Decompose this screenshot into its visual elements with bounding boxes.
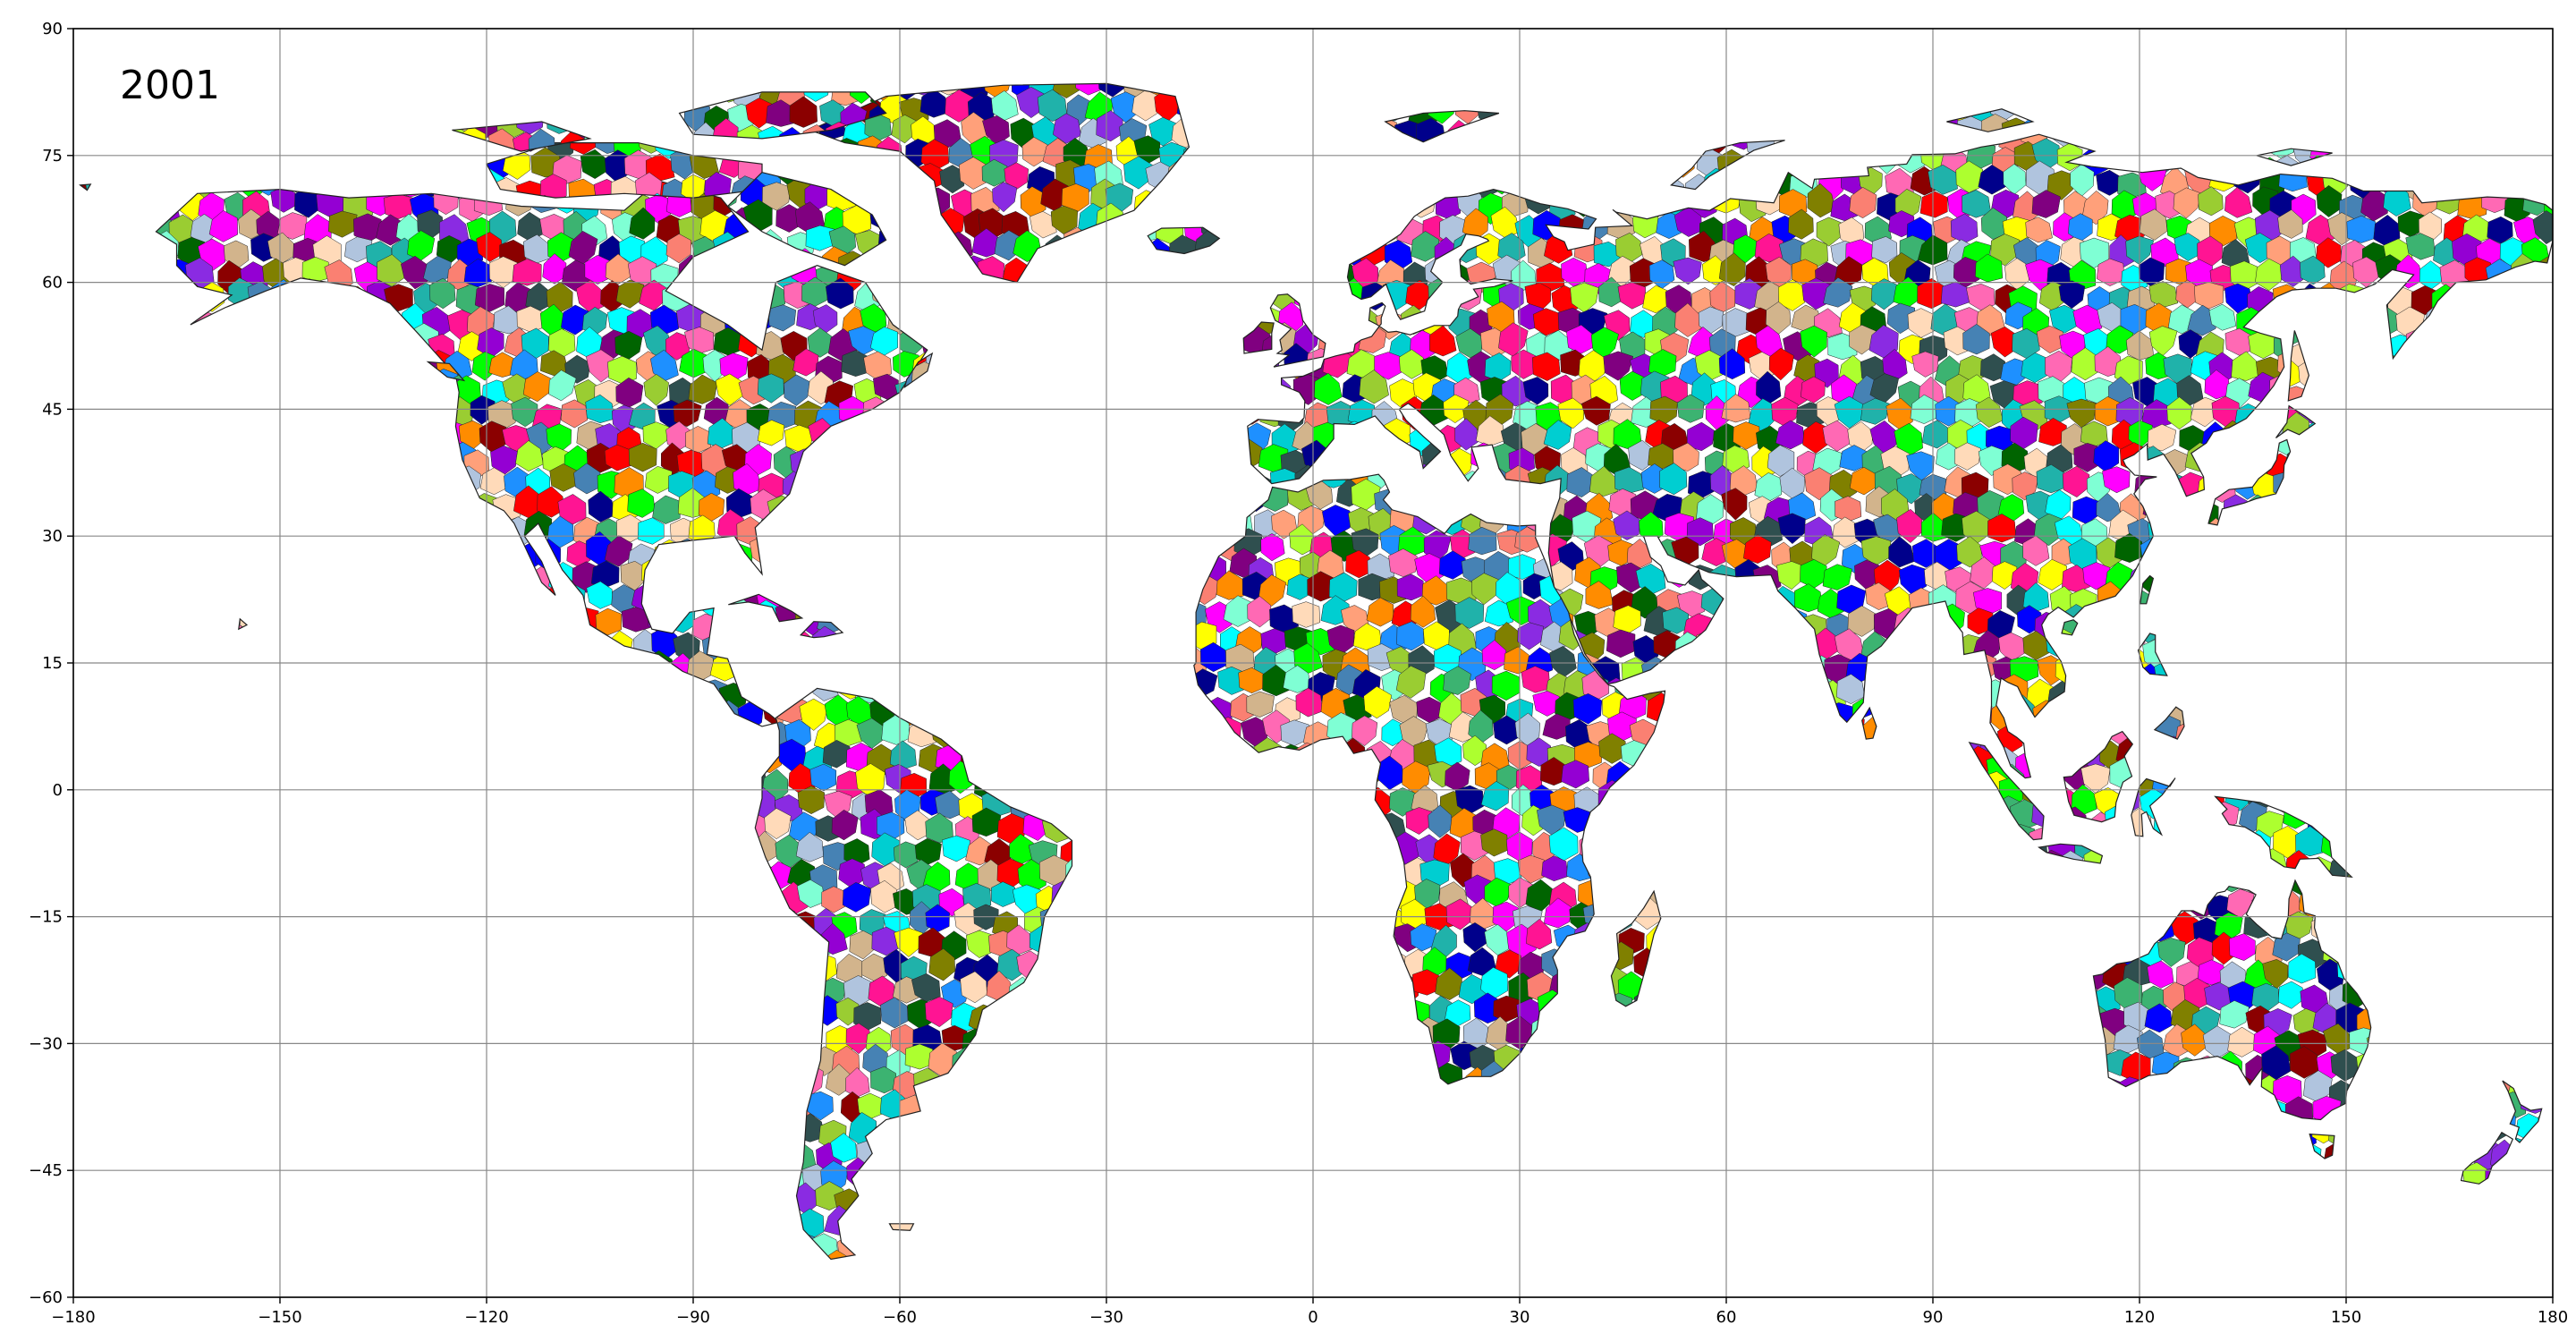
land-outline bbox=[2038, 843, 2104, 864]
land-outline bbox=[2207, 438, 2292, 526]
y-tick-label: −15 bbox=[29, 908, 63, 927]
y-tick-label: 45 bbox=[42, 400, 63, 419]
land-outline bbox=[1147, 226, 1221, 255]
land-outline bbox=[1269, 293, 1326, 368]
landmass-regions bbox=[809, 83, 1190, 283]
land-outline bbox=[1242, 321, 1275, 354]
land-outline bbox=[678, 91, 887, 140]
landmass-regions bbox=[2154, 707, 2184, 740]
landmass-regions bbox=[728, 594, 802, 622]
land-outline bbox=[2460, 1131, 2514, 1185]
landmass-regions bbox=[1247, 134, 2553, 778]
x-tick-label: 0 bbox=[1308, 1308, 1318, 1327]
landmass-regions bbox=[2502, 1081, 2542, 1142]
land-outline bbox=[2287, 330, 2310, 402]
land-outline bbox=[79, 183, 92, 191]
x-tick-label: 150 bbox=[2331, 1308, 2361, 1327]
x-tick-label: −150 bbox=[258, 1308, 301, 1327]
land-outline bbox=[726, 172, 887, 267]
land-outline bbox=[2153, 706, 2185, 740]
x-tick-label: −60 bbox=[883, 1308, 917, 1327]
x-tick-label: 30 bbox=[1510, 1308, 1530, 1327]
x-tick-label: −180 bbox=[51, 1308, 95, 1327]
land-outline bbox=[809, 82, 1191, 284]
landmass-regions bbox=[1611, 891, 1661, 1007]
gridlines bbox=[72, 28, 2554, 1298]
land-outline bbox=[1670, 140, 1785, 191]
landmass-regions bbox=[1385, 110, 1499, 142]
land-outline bbox=[2137, 633, 2168, 676]
land-outline bbox=[1610, 889, 1662, 1007]
land-outline bbox=[1968, 742, 2045, 841]
x-tick-label: −90 bbox=[676, 1308, 710, 1327]
y-tick-label: 75 bbox=[42, 147, 63, 166]
x-tick-label: 120 bbox=[2124, 1308, 2155, 1327]
land-outline bbox=[799, 621, 844, 639]
y-tick-label: 90 bbox=[42, 20, 63, 38]
land-outline bbox=[2092, 879, 2372, 1121]
land-outline bbox=[754, 687, 1073, 1261]
land-layer bbox=[79, 82, 2553, 1261]
landmass-regions bbox=[755, 688, 1072, 1260]
x-tick-label: 60 bbox=[1716, 1308, 1737, 1327]
y-tick-label: −30 bbox=[29, 1034, 63, 1053]
land-outline bbox=[2309, 1133, 2335, 1159]
y-tick-label: −45 bbox=[29, 1161, 63, 1180]
y-tick-label: 30 bbox=[42, 527, 63, 546]
land-outline bbox=[903, 352, 934, 389]
y-tick-label: 0 bbox=[53, 781, 63, 800]
land-outline bbox=[728, 593, 804, 623]
landmass-regions bbox=[1946, 108, 2033, 132]
year-label: 2001 bbox=[120, 63, 220, 108]
land-outline bbox=[2256, 148, 2333, 166]
landmass-regions bbox=[2215, 796, 2352, 878]
land-outline bbox=[2061, 619, 2079, 636]
land-outline bbox=[888, 1223, 915, 1231]
x-tick-label: 90 bbox=[1923, 1308, 1944, 1327]
landmass-regions bbox=[2461, 1132, 2513, 1185]
land-outline bbox=[1861, 706, 1877, 740]
land-outline bbox=[452, 121, 592, 152]
land-outline bbox=[426, 361, 466, 382]
y-tick-label: 60 bbox=[42, 274, 63, 293]
landmass-regions bbox=[2138, 633, 2167, 676]
land-outline bbox=[1384, 110, 1500, 143]
land-outline bbox=[1193, 473, 1666, 1085]
land-outline bbox=[155, 180, 928, 727]
land-outline bbox=[2140, 574, 2155, 605]
land-outline bbox=[2131, 777, 2176, 837]
land-outline bbox=[1247, 133, 2553, 779]
land-outline bbox=[2063, 730, 2134, 823]
land-outline bbox=[238, 617, 249, 631]
land-outline bbox=[2275, 404, 2317, 438]
axis-ticks: −180 −150 −120 −90 −60 −30 0 30 60 90 120 150 180907… bbox=[29, 20, 2568, 1327]
landmass-regions bbox=[2093, 880, 2371, 1120]
landmass-regions bbox=[1148, 227, 1220, 254]
y-tick-label: −60 bbox=[29, 1288, 63, 1307]
x-tick-label: −120 bbox=[464, 1308, 508, 1327]
landmass-regions bbox=[238, 618, 247, 630]
y-tick-label: 15 bbox=[42, 654, 63, 673]
x-tick-label: −30 bbox=[1089, 1308, 1123, 1327]
x-tick-label: 180 bbox=[2538, 1308, 2568, 1327]
land-outline bbox=[2502, 1080, 2543, 1143]
landmass-regions bbox=[889, 1223, 914, 1231]
land-outline bbox=[2214, 795, 2353, 878]
land-outline bbox=[1946, 108, 2035, 132]
